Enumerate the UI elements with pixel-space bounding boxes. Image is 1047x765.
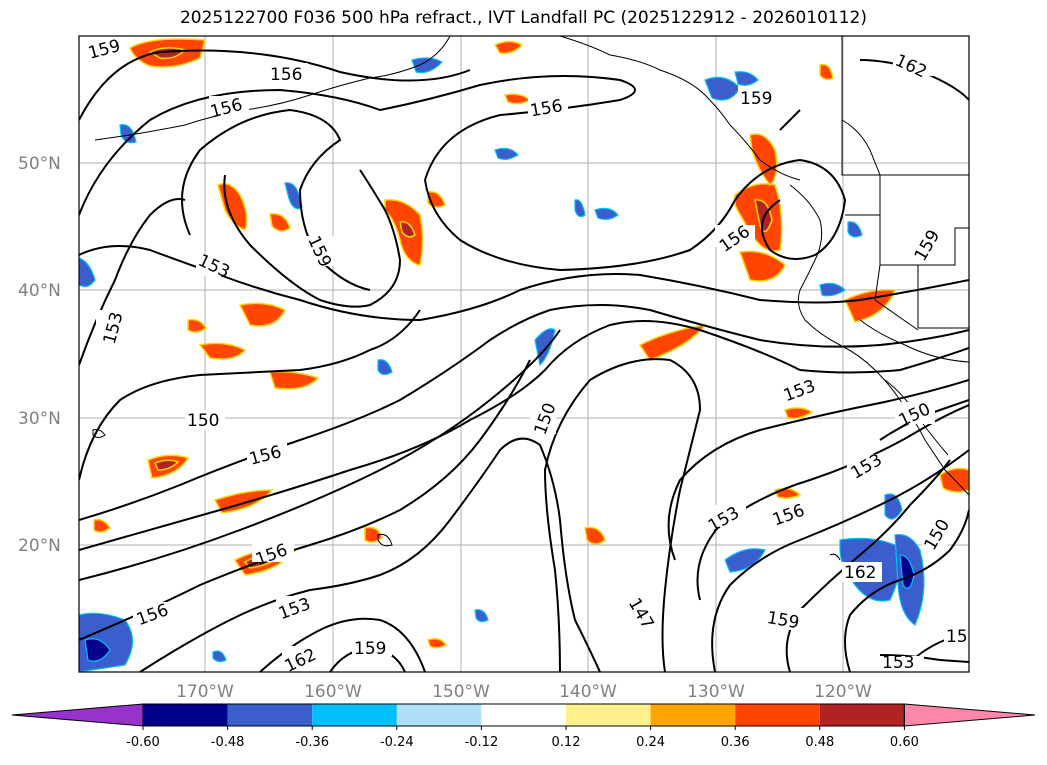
colorbar-tick-label: -0.12 [465, 735, 499, 750]
lon-label: 130°W [687, 682, 745, 702]
colorbar-segment [227, 704, 313, 726]
colorbar-extend-low [11, 703, 144, 727]
colorbar-segment [481, 704, 566, 726]
colorbar-extend-high [903, 703, 1036, 727]
map-frame [78, 35, 970, 673]
colorbar-tick-label: 0.48 [805, 735, 834, 750]
lon-label: 150°W [432, 682, 490, 702]
colorbar-tick-label: 0.24 [636, 735, 665, 750]
colorbar-outline [142, 703, 905, 727]
contour-label: 15 [946, 627, 968, 647]
contour-label: 159 [354, 639, 386, 659]
colorbar-tick-label: 0.60 [890, 735, 919, 750]
contour-label: 156 [270, 65, 302, 85]
lon-label: 160°W [304, 682, 362, 702]
map-title: 2025122700 F036 500 hPa refract., IVT La… [179, 8, 867, 28]
lon-label: 120°W [814, 682, 872, 702]
lat-label: 20°N [18, 536, 61, 556]
colorbar-segment [396, 704, 482, 726]
colorbar-segment [566, 704, 651, 726]
coastlines [92, 36, 969, 561]
lat-label: 50°N [18, 154, 61, 174]
colorbar-segment [650, 704, 736, 726]
colorbar-segment [143, 704, 228, 726]
contour-label: 153 [882, 653, 914, 673]
lon-label: 140°W [559, 682, 617, 702]
colorbar-tick-label: -0.60 [126, 735, 160, 750]
latitude-labels: 50°N 40°N 30°N 20°N [18, 154, 61, 556]
colorbar-tick-label: -0.36 [295, 735, 329, 750]
colorbar-segment [312, 704, 397, 726]
colorbar-tick-label: -0.24 [380, 735, 414, 750]
longitude-labels: 170°W 160°W 150°W 140°W 130°W 120°W [176, 682, 872, 702]
colorbar: -0.60 -0.48 -0.36 -0.24 -0.12 0.12 0.24 0.36 0.4… [11, 703, 1036, 750]
contour-label: 159 [740, 89, 772, 109]
contour-label: 150 [187, 411, 219, 431]
colorbar-segment [735, 704, 820, 726]
colorbar-tick-label: -0.48 [211, 735, 245, 750]
colorbar-tick-label: 0.36 [721, 735, 750, 750]
lat-label: 30°N [18, 409, 61, 429]
colorbar-segment [819, 704, 905, 726]
colorbar-tick-label: 0.12 [552, 735, 581, 750]
lon-label: 170°W [176, 682, 234, 702]
contour-label: 162 [844, 563, 876, 583]
lat-label: 40°N [18, 281, 61, 301]
